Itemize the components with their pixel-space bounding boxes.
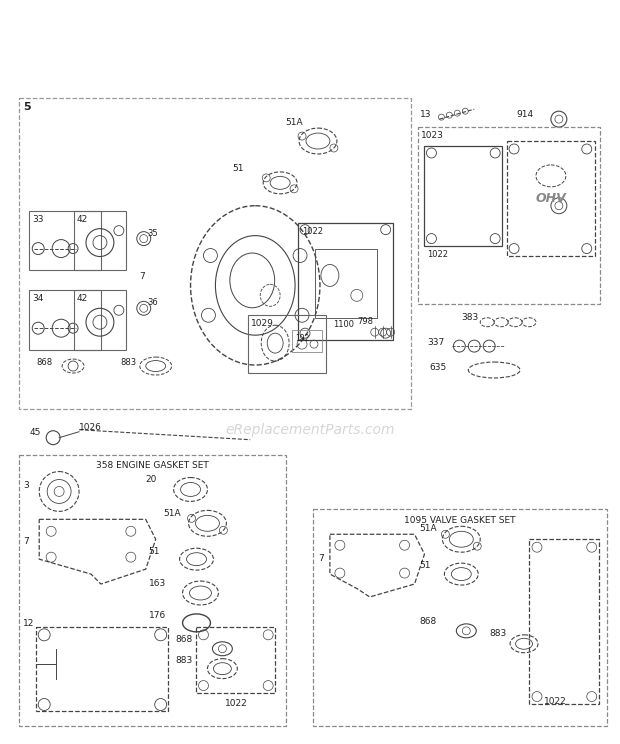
Text: 1095 VALVE GASKET SET: 1095 VALVE GASKET SET <box>404 516 515 525</box>
Text: 1029: 1029 <box>251 319 274 328</box>
Text: 635: 635 <box>430 363 447 372</box>
Text: 42: 42 <box>77 295 88 304</box>
Text: 883: 883 <box>121 358 137 367</box>
Text: 20: 20 <box>146 475 157 484</box>
Text: 42: 42 <box>77 215 88 224</box>
Text: 914: 914 <box>516 110 533 119</box>
Text: 51: 51 <box>149 547 160 557</box>
Text: 7: 7 <box>139 272 144 281</box>
Text: 51A: 51A <box>285 118 303 127</box>
Bar <box>292 330 322 352</box>
Text: 163: 163 <box>149 579 166 588</box>
Text: 1022: 1022 <box>226 699 248 708</box>
Text: eReplacementParts.com: eReplacementParts.com <box>225 423 395 437</box>
Text: 5: 5 <box>24 102 31 112</box>
Bar <box>298 222 392 340</box>
Text: 337: 337 <box>427 339 445 347</box>
Text: 51A: 51A <box>420 525 437 533</box>
Text: 1023: 1023 <box>420 131 443 140</box>
Text: 868: 868 <box>175 635 193 644</box>
Text: 12: 12 <box>24 619 35 628</box>
Text: 34: 34 <box>32 295 43 304</box>
Text: 1100: 1100 <box>333 320 354 330</box>
Bar <box>313 510 606 726</box>
Text: 3: 3 <box>24 481 29 490</box>
Bar <box>74 290 126 350</box>
Bar <box>425 146 502 246</box>
Bar <box>19 98 410 409</box>
Text: 45: 45 <box>29 428 41 437</box>
Bar <box>74 211 126 271</box>
Text: 33: 33 <box>32 215 44 224</box>
Bar <box>315 248 377 318</box>
Text: 1022: 1022 <box>427 249 448 259</box>
Text: 358 ENGINE GASKET SET: 358 ENGINE GASKET SET <box>96 461 209 469</box>
Bar <box>417 127 600 304</box>
Text: 176: 176 <box>149 611 166 620</box>
Bar <box>507 141 595 255</box>
Text: 868: 868 <box>36 358 52 367</box>
Text: 51A: 51A <box>164 510 181 519</box>
Bar <box>36 627 167 711</box>
Text: 868: 868 <box>420 617 436 626</box>
Bar <box>248 315 326 373</box>
Text: 1026: 1026 <box>79 423 102 432</box>
Text: 51: 51 <box>232 164 244 173</box>
Text: 35: 35 <box>148 228 158 237</box>
Text: 192: 192 <box>295 334 309 343</box>
Bar <box>29 211 101 271</box>
Bar <box>29 290 101 350</box>
Text: 383: 383 <box>461 313 479 322</box>
Text: 883: 883 <box>175 655 193 664</box>
Bar <box>529 539 599 704</box>
Text: 7: 7 <box>318 554 324 563</box>
Text: 51: 51 <box>420 561 431 570</box>
Bar <box>19 455 286 726</box>
Text: 883: 883 <box>489 629 507 638</box>
Text: 13: 13 <box>420 110 431 119</box>
Text: OHV: OHV <box>536 192 566 205</box>
Text: 1022: 1022 <box>302 227 323 236</box>
Text: 798: 798 <box>358 317 374 327</box>
Text: 36: 36 <box>148 298 159 307</box>
Bar <box>195 627 275 693</box>
Text: 1022: 1022 <box>544 696 567 705</box>
Text: 7: 7 <box>24 537 29 546</box>
